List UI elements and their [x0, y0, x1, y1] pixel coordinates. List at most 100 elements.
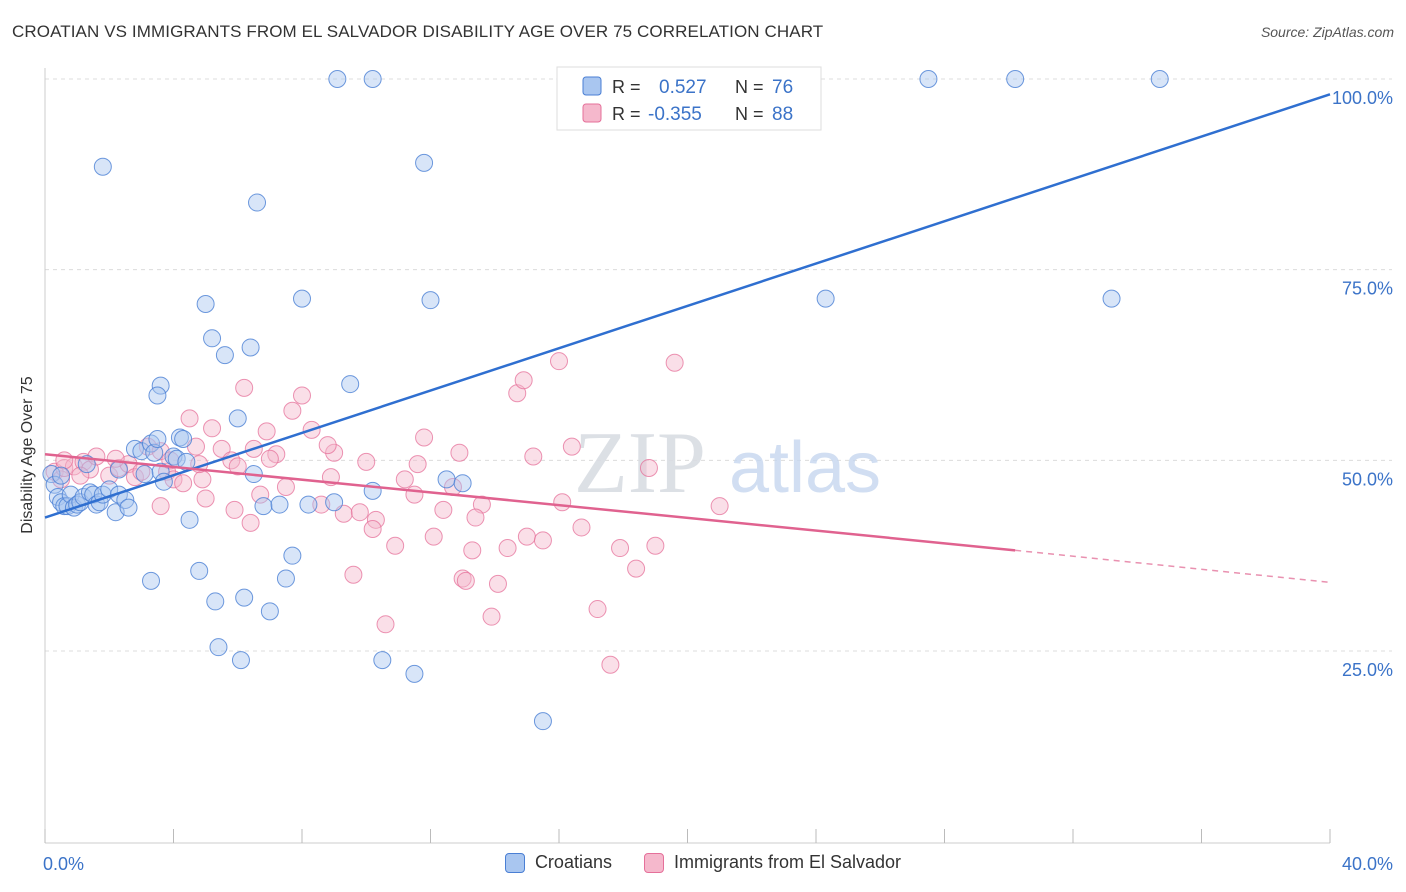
data-point-immigrants: [196, 489, 215, 508]
data-point-croatians: [248, 193, 267, 212]
data-point-croatians: [170, 428, 189, 447]
chart-source: Source: ZipAtlas.com: [1260, 24, 1394, 40]
data-point-immigrants: [408, 455, 427, 474]
legend-n-value-2: 88: [772, 104, 793, 125]
data-point-croatians: [816, 289, 835, 308]
legend-swatch-immigrants: [582, 103, 602, 123]
data-point-immigrants: [193, 470, 212, 489]
data-point-immigrants: [627, 559, 646, 578]
data-point-immigrants: [260, 449, 279, 468]
x-tick-label: 0.0%: [43, 854, 84, 874]
data-point-immigrants: [350, 503, 369, 522]
data-point-croatians: [109, 460, 128, 479]
data-point-croatians: [93, 157, 112, 176]
data-point-immigrants: [453, 569, 472, 588]
data-point-croatians: [151, 376, 170, 395]
data-point-croatians: [148, 429, 167, 448]
data-point-immigrants: [710, 497, 729, 516]
data-point-croatians: [325, 493, 344, 512]
data-point-immigrants: [639, 458, 658, 477]
series-immigrants-points: [45, 352, 729, 674]
data-point-croatians: [145, 443, 164, 462]
legend-swatch-croatians-bottom: [504, 852, 525, 873]
data-point-immigrants: [466, 508, 485, 527]
data-point-immigrants: [533, 531, 552, 550]
data-point-immigrants: [100, 466, 119, 485]
data-point-immigrants: [151, 497, 170, 516]
y-tick-label: 100.0%: [1332, 88, 1393, 108]
data-point-immigrants: [646, 536, 665, 555]
legend-stats: R = 0.527 N = 76 R = -0.355 N = 88: [556, 66, 822, 131]
y-tick-label: 50.0%: [1342, 469, 1393, 489]
data-point-croatians: [203, 329, 222, 348]
data-point-croatians: [209, 638, 228, 657]
legend-item-immigrants[interactable]: Immigrants from El Salvador: [643, 852, 901, 873]
data-point-croatians: [174, 429, 193, 448]
y-tick-label: 75.0%: [1342, 279, 1393, 299]
data-point-croatians: [1150, 70, 1169, 88]
legend-r-value-2: -0.355: [648, 104, 702, 125]
data-point-croatians: [453, 474, 472, 493]
data-point-immigrants: [241, 513, 260, 532]
data-point-immigrants: [550, 352, 568, 371]
data-point-croatians: [148, 386, 167, 405]
legend-item-croatians[interactable]: Croatians: [504, 852, 612, 873]
data-point-immigrants: [344, 565, 363, 584]
data-point-immigrants: [463, 541, 482, 560]
data-point-immigrants: [611, 539, 630, 558]
data-point-immigrants: [482, 607, 501, 626]
data-point-croatians: [196, 294, 215, 313]
trend-line-croatians: [44, 93, 1331, 519]
legend-r-label-1: R =: [612, 77, 641, 97]
data-point-croatians: [283, 546, 302, 565]
tick-labels: 25.0% 50.0% 75.0% 100.0% 0.0% 40.0%: [43, 88, 1393, 874]
data-point-immigrants: [251, 485, 270, 504]
data-point-immigrants: [325, 443, 344, 462]
data-point-immigrants: [601, 655, 620, 674]
data-point-croatians: [533, 712, 552, 731]
data-point-immigrants: [395, 470, 414, 489]
data-point-croatians: [241, 338, 260, 357]
data-point-croatians: [1102, 289, 1121, 308]
data-point-immigrants: [517, 527, 536, 546]
legend-series: Croatians Immigrants from El Salvador: [0, 852, 1406, 873]
data-point-immigrants: [450, 443, 469, 462]
data-point-immigrants: [376, 615, 395, 634]
legend-n-value-1: 76: [772, 77, 793, 98]
data-point-immigrants: [203, 419, 222, 438]
data-point-immigrants: [415, 428, 434, 447]
data-point-immigrants: [424, 527, 443, 546]
data-point-croatians: [231, 651, 250, 670]
data-point-immigrants: [553, 493, 572, 512]
data-point-croatians: [132, 442, 151, 461]
data-point-immigrants: [106, 449, 125, 468]
data-point-croatians: [328, 70, 347, 88]
data-point-immigrants: [225, 500, 244, 519]
data-point-immigrants: [180, 409, 199, 428]
data-point-croatians: [119, 498, 138, 517]
data-point-immigrants: [524, 447, 543, 466]
data-point-croatians: [373, 651, 392, 670]
trend-lines: [44, 93, 1331, 584]
data-point-croatians: [1006, 70, 1025, 88]
data-point-croatians: [293, 289, 311, 308]
data-point-immigrants: [228, 457, 247, 476]
data-point-immigrants: [456, 571, 475, 590]
data-point-immigrants: [434, 500, 453, 519]
data-point-immigrants: [498, 539, 517, 558]
legend-swatch-croatians: [582, 76, 602, 96]
data-point-croatians: [228, 409, 247, 428]
data-point-immigrants: [514, 371, 533, 390]
data-point-immigrants: [386, 536, 405, 555]
data-point-croatians: [260, 602, 279, 621]
data-point-immigrants: [267, 445, 286, 464]
series-croatians-points: [42, 70, 1169, 731]
legend-n-label-2: N =: [735, 104, 764, 124]
x-tick-label: 40.0%: [1342, 854, 1393, 874]
legend-n-label-1: N =: [735, 77, 764, 97]
data-point-croatians: [405, 664, 424, 683]
watermark-atlas: atlas: [729, 428, 881, 508]
legend-r-label-2: R =: [612, 104, 641, 124]
data-point-croatians: [190, 561, 209, 580]
